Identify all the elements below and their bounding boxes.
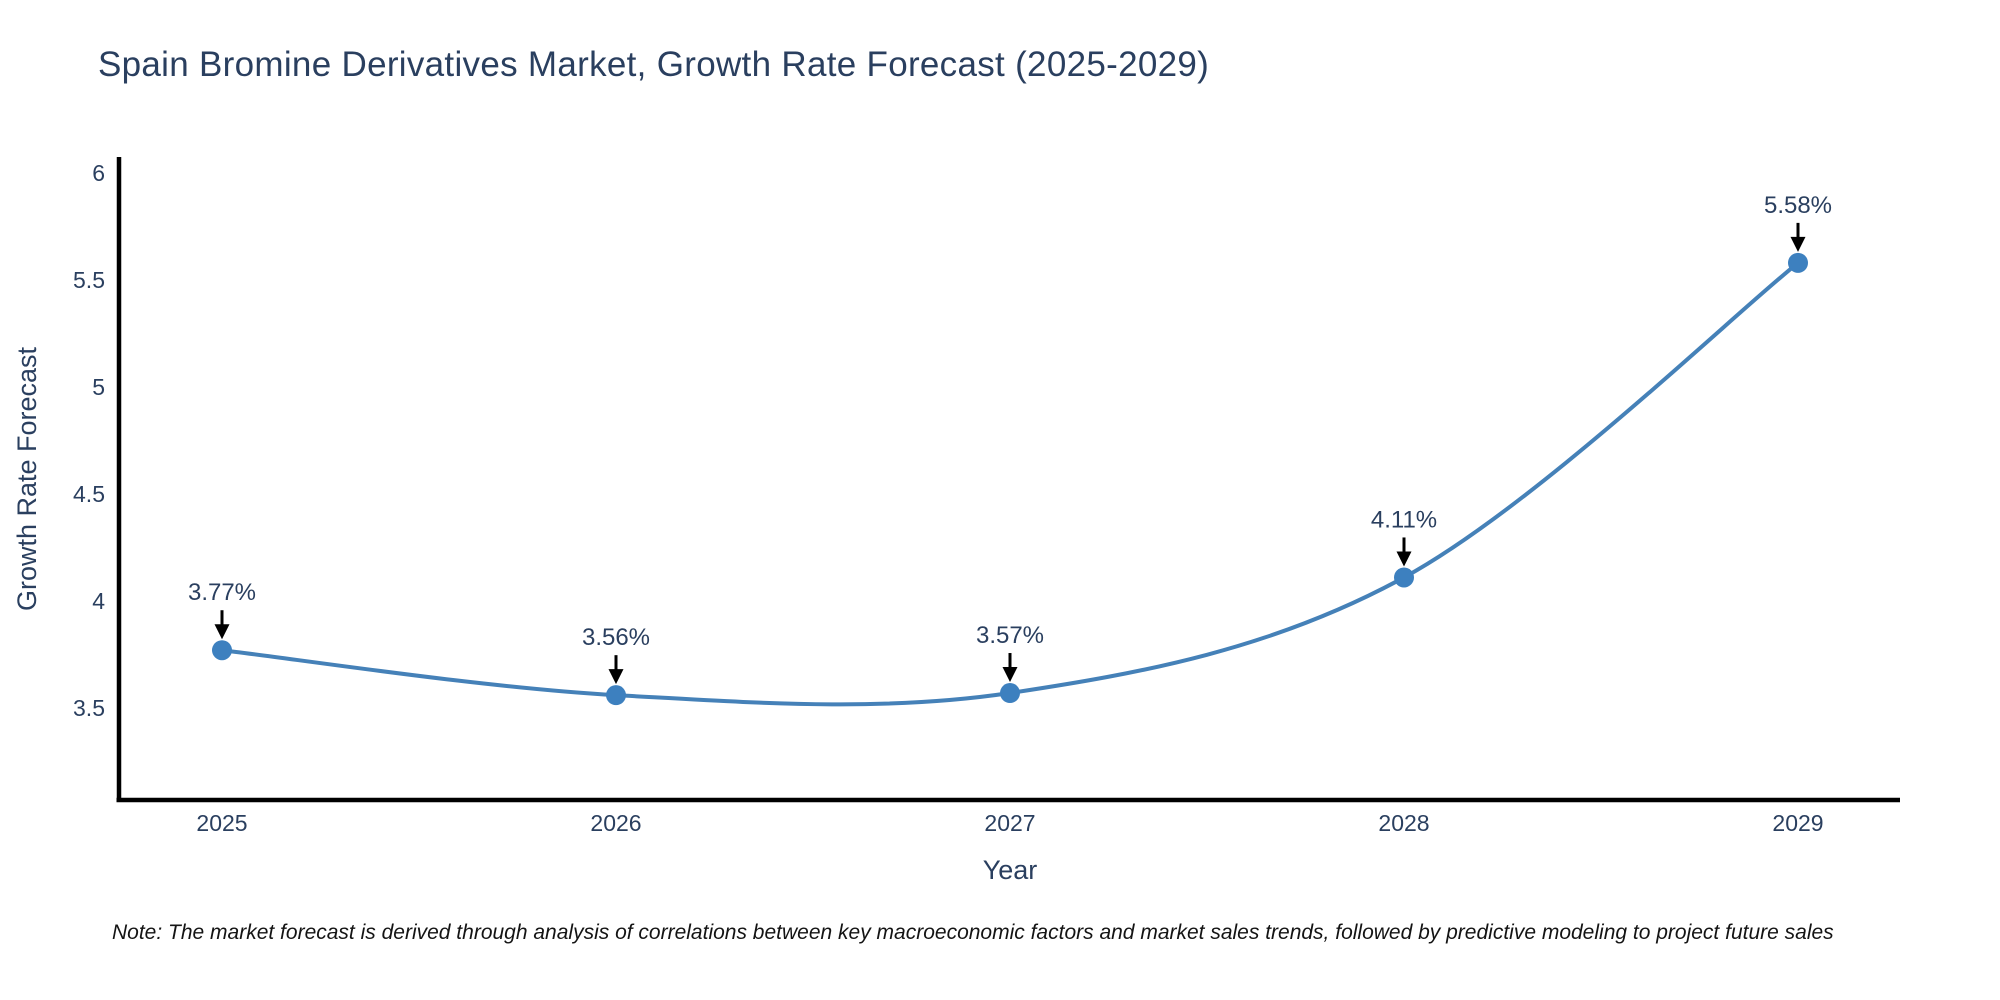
y-axis-title: Growth Rate Forecast: [12, 346, 42, 611]
annotation-arrowhead: [608, 669, 624, 685]
point-value-label: 4.11%: [1371, 506, 1437, 533]
y-tick-label: 4.5: [73, 481, 105, 507]
annotation-arrowhead: [1396, 551, 1412, 567]
data-point-2025[interactable]: [212, 640, 232, 661]
x-tick-label: 2025: [196, 810, 247, 836]
chart-title: Spain Bromine Derivatives Market, Growth…: [98, 45, 1210, 84]
y-tick-label: 6: [92, 160, 105, 186]
plot-area: 3.5 4 4.5 5 5.5 6 2025 2026 2027 2028 2029 3.77% 3.5…: [73, 157, 1900, 836]
x-tick-label: 2026: [590, 810, 641, 836]
y-tick-label: 5.5: [73, 267, 105, 293]
trend-line: [221, 261, 1800, 707]
annotation-arrowhead: [214, 624, 230, 640]
data-point-2029[interactable]: [1788, 252, 1808, 273]
x-axis-title: Year: [983, 855, 1038, 885]
point-value-label: 5.58%: [1764, 192, 1832, 219]
y-tick-label: 5: [92, 374, 105, 400]
y-tick-label: 4: [92, 588, 105, 614]
annotation-arrowhead: [1790, 236, 1806, 252]
point-value-label: 3.56%: [582, 624, 650, 651]
data-point-2027[interactable]: [1000, 683, 1020, 704]
annotation-arrowhead: [1002, 667, 1018, 683]
point-value-label: 3.57%: [976, 622, 1044, 649]
data-point-2028[interactable]: [1394, 567, 1414, 588]
point-value-label: 3.77%: [188, 579, 256, 606]
x-tick-label: 2029: [1772, 810, 1823, 836]
x-tick-label: 2028: [1378, 810, 1429, 836]
y-tick-label: 3.5: [73, 695, 105, 721]
chart-note: Note: The market forecast is derived thr…: [112, 921, 1834, 944]
data-point-2026[interactable]: [606, 685, 626, 706]
x-tick-label: 2027: [984, 810, 1035, 836]
